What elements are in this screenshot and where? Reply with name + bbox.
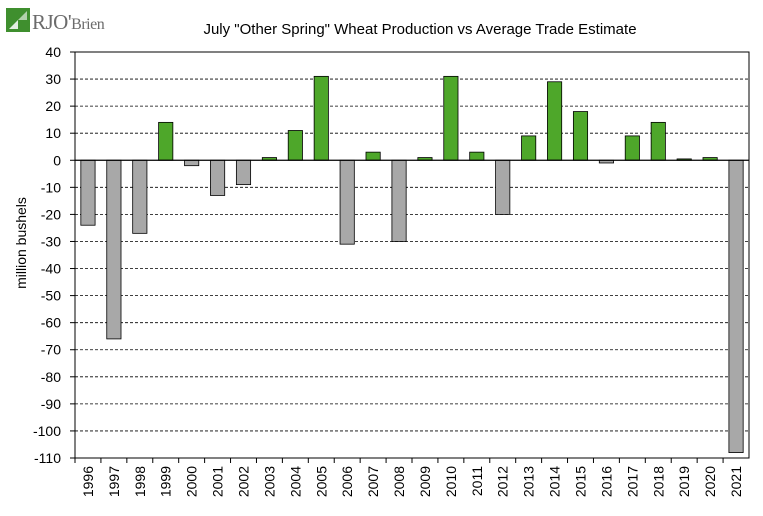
- x-tick-label: 1997: [106, 466, 122, 497]
- bars: [80, 75, 744, 453]
- bar-2007: [365, 151, 381, 161]
- bar-1997: [106, 159, 122, 340]
- y-tick-label: -40: [41, 261, 61, 277]
- y-tick-label: -80: [41, 369, 61, 385]
- bar-2008: [391, 159, 407, 242]
- x-tick-label: 2006: [339, 466, 355, 497]
- bar-2013: [521, 135, 537, 161]
- x-tick-label: 2013: [521, 466, 537, 497]
- x-tick-label: 2008: [391, 466, 407, 497]
- x-tick-label: 2000: [184, 466, 200, 497]
- y-tick-label: -20: [41, 206, 61, 222]
- x-tick-label: 2014: [547, 466, 563, 497]
- x-tick-label: 2012: [495, 466, 511, 497]
- x-tick-label: 2003: [261, 466, 277, 497]
- x-tick-label: 1999: [158, 466, 174, 497]
- bar-2002: [235, 159, 252, 186]
- logo-wordmark: RJO'Brien: [32, 10, 105, 34]
- y-tick-label: 10: [45, 125, 61, 141]
- x-tick-labels: 1996 1997 1998 1999 2000 2001 2002 2003 2004 2005…: [74, 458, 744, 497]
- x-tick-label: 2011: [469, 466, 485, 496]
- bar-2021: [728, 159, 744, 453]
- bar-1996: [80, 159, 96, 226]
- x-tick-label: 2017: [624, 466, 640, 497]
- bar-2018: [650, 121, 666, 161]
- y-tick-label: 30: [45, 71, 61, 87]
- x-tick-label: 2020: [702, 466, 718, 497]
- bar-2015: [572, 111, 589, 161]
- y-tick-label: 20: [45, 98, 61, 114]
- rjobrien-logo: RJO'Brien: [6, 8, 116, 34]
- x-tick-label: 2016: [598, 466, 614, 497]
- x-tick-label: 2019: [676, 466, 692, 497]
- bar-2012: [495, 159, 511, 215]
- y-tick-labels: 40 30 20 10 0 -10 -20 -30 -40 -50 -60 -70 -80 -90 -100…: [33, 44, 75, 466]
- x-tick-label: 2005: [313, 466, 329, 497]
- bar-1999: [158, 121, 174, 161]
- y-tick-label: 0: [53, 152, 61, 168]
- bar-2011: [469, 151, 485, 161]
- gridlines: [75, 51, 749, 459]
- y-tick-label: 40: [45, 44, 61, 60]
- y-tick-label: -70: [41, 342, 61, 358]
- bar-2006: [339, 159, 355, 245]
- x-tick-label: 2015: [573, 466, 589, 497]
- x-tick-label: 2010: [443, 466, 459, 497]
- x-tick-label: 2021: [728, 466, 744, 497]
- bar-2017: [624, 135, 640, 161]
- y-tick-label: -110: [34, 450, 61, 466]
- x-tick-label: 1998: [132, 466, 148, 497]
- bar-2001: [210, 159, 226, 196]
- plot-frame: [74, 51, 750, 459]
- x-tick-label: 2001: [210, 466, 226, 497]
- chart-title: July "Other Spring" Wheat Production vs …: [203, 21, 636, 38]
- bar-2005: [313, 75, 329, 161]
- y-tick-label: -50: [41, 288, 61, 304]
- bar-1998: [132, 159, 148, 234]
- bar-2004: [287, 130, 303, 161]
- x-tick-label: 2018: [650, 466, 666, 497]
- x-tick-label: 2009: [417, 466, 433, 497]
- bar-2010: [443, 75, 459, 161]
- logo-mark-icon: [6, 8, 30, 32]
- y-tick-label: -10: [41, 179, 61, 195]
- x-tick-label: 1996: [80, 466, 96, 497]
- bar-2014: [547, 81, 563, 161]
- y-tick-label: -90: [41, 396, 61, 412]
- y-tick-label: -60: [41, 315, 61, 331]
- y-tick-label: -30: [41, 233, 61, 249]
- x-tick-label: 2007: [365, 466, 381, 497]
- axes: [74, 51, 750, 459]
- x-tick-label: 2002: [236, 466, 252, 497]
- bar-2000: [184, 159, 200, 167]
- y-tick-label: -100: [33, 423, 61, 439]
- x-tick-label: 2004: [287, 466, 303, 497]
- y-axis-label: million bushels: [13, 197, 29, 289]
